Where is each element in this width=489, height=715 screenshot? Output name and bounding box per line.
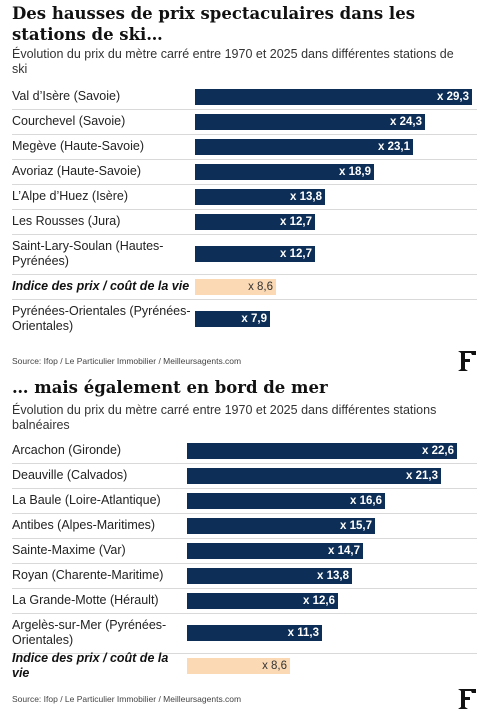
data-label: x 13,8	[290, 191, 322, 203]
row-divider	[12, 563, 477, 564]
bar-row: Indice des prix / coût de la vie x 8,6	[0, 274, 489, 299]
source-note: Source: Ifop / Le Particulier Immobilier…	[12, 356, 242, 366]
data-label: x 8,6	[262, 660, 287, 672]
bar-row: Argelès-sur-Mer (Pyrénées-Orientales) x 1…	[0, 613, 489, 653]
data-label: x 12,7	[280, 216, 312, 228]
value-bar: x 12,7	[195, 214, 315, 230]
category-label: Courchevel (Savoie)	[12, 114, 126, 128]
chart-title: Des hausses de prix spectaculaires dans …	[12, 4, 415, 44]
bar-row: Saint-Lary-Soulan (Hautes-Pyrénées) x 12,…	[0, 234, 489, 274]
category-label: Indice des prix / coût de la vie	[12, 650, 169, 680]
bar-chart-ski: Val d’Isère (Savoie) x 29,3 Courchevel (Sa…	[0, 84, 489, 339]
data-label: x 11,3	[287, 627, 319, 639]
row-divider	[12, 513, 477, 514]
category-label: L’Alpe d’Huez (Isère)	[12, 189, 129, 203]
data-label: x 7,9	[241, 313, 267, 325]
value-bar: x 24,3	[195, 114, 425, 130]
data-label: x 23,1	[378, 141, 410, 153]
category-label: Saint-Lary-Soulan (Hautes-Pyrénées)	[12, 239, 164, 268]
row-divider	[12, 588, 477, 589]
value-bar: x 23,1	[195, 139, 413, 155]
reference-bar: x 8,6	[187, 658, 290, 674]
bar-row: Avoriaz (Haute-Savoie) x 18,9	[0, 159, 489, 184]
bar-row: Les Rousses (Jura) x 12,7	[0, 209, 489, 234]
data-label: x 13,8	[317, 570, 349, 582]
le-figaro-logo-icon	[458, 689, 476, 709]
reference-bar: x 8,6	[195, 279, 276, 295]
bar-row: L’Alpe d’Huez (Isère) x 13,8	[0, 184, 489, 209]
value-bar: x 7,9	[195, 311, 270, 327]
category-label: Pyrénées-Orientales (Pyrénées-Orientales…	[12, 304, 191, 333]
row-divider	[12, 538, 477, 539]
bar-row: Pyrénées-Orientales (Pyrénées-Orientales…	[0, 299, 489, 339]
bar-row: Sainte-Maxime (Var) x 14,7	[0, 538, 489, 563]
chart-subtitle: Évolution du prix du mètre carré entre 1…	[12, 403, 437, 432]
value-bar: x 12,7	[195, 246, 315, 262]
category-label: La Grande-Motte (Hérault)	[12, 593, 159, 607]
bar-row: Indice des prix / coût de la vie x 8,6	[0, 650, 489, 680]
category-label: Deauville (Calvados)	[12, 468, 128, 482]
row-divider	[12, 134, 477, 135]
data-label: x 22,6	[422, 445, 454, 457]
bar-chart-seaside: Arcachon (Gironde) x 22,6 Deauville (Calva…	[0, 438, 489, 680]
bar-row: La Baule (Loire-Atlantique) x 16,6	[0, 488, 489, 513]
row-divider	[12, 653, 477, 654]
category-label: Val d’Isère (Savoie)	[12, 89, 121, 103]
value-bar: x 14,7	[187, 543, 363, 559]
value-bar: x 16,6	[187, 493, 385, 509]
bar-row: Arcachon (Gironde) x 22,6	[0, 438, 489, 463]
row-divider	[12, 209, 477, 210]
data-label: x 12,7	[280, 248, 312, 260]
bar-row: Val d’Isère (Savoie) x 29,3	[0, 84, 489, 109]
bar-row: Megève (Haute-Savoie) x 23,1	[0, 134, 489, 159]
category-label: Argelès-sur-Mer (Pyrénées-Orientales)	[12, 618, 167, 647]
value-bar: x 21,3	[187, 468, 441, 484]
value-bar: x 13,8	[195, 189, 325, 205]
chart-subtitle: Évolution du prix du mètre carré entre 1…	[12, 47, 454, 76]
value-bar: x 22,6	[187, 443, 457, 459]
row-divider	[12, 488, 477, 489]
value-bar: x 13,8	[187, 568, 352, 584]
data-label: x 12,6	[303, 595, 335, 607]
bar-row: Courchevel (Savoie) x 24,3	[0, 109, 489, 134]
data-label: x 14,7	[328, 545, 360, 557]
data-label: x 16,6	[350, 495, 382, 507]
row-divider	[12, 159, 477, 160]
data-label: x 21,3	[406, 470, 438, 482]
value-bar: x 15,7	[187, 518, 375, 534]
value-bar: x 18,9	[195, 164, 374, 180]
category-label: Royan (Charente-Maritime)	[12, 568, 164, 582]
category-label: Arcachon (Gironde)	[12, 443, 122, 457]
category-label: La Baule (Loire-Atlantique)	[12, 493, 161, 507]
data-label: x 15,7	[340, 520, 372, 532]
source-note: Source: Ifop / Le Particulier Immobilier…	[12, 694, 242, 704]
row-divider	[12, 109, 477, 110]
category-label: Sainte-Maxime (Var)	[12, 543, 126, 557]
category-label: Indice des prix / coût de la vie	[12, 279, 190, 293]
category-label: Avoriaz (Haute-Savoie)	[12, 164, 141, 178]
category-label: Les Rousses (Jura)	[12, 214, 121, 228]
bar-row: La Grande-Motte (Hérault) x 12,6	[0, 588, 489, 613]
category-label: Antibes (Alpes-Maritimes)	[12, 518, 156, 532]
row-divider	[12, 234, 477, 235]
bar-row: Antibes (Alpes-Maritimes) x 15,7	[0, 513, 489, 538]
row-divider	[12, 299, 477, 300]
data-label: x 29,3	[437, 91, 469, 103]
data-label: x 24,3	[390, 116, 422, 128]
row-divider	[12, 613, 477, 614]
value-bar: x 12,6	[187, 593, 338, 609]
value-bar: x 11,3	[187, 625, 322, 641]
row-divider	[12, 463, 477, 464]
chart-title: … mais également en bord de mer	[12, 378, 328, 397]
data-label: x 18,9	[339, 166, 371, 178]
category-label: Megève (Haute-Savoie)	[12, 139, 145, 153]
bar-row: Royan (Charente-Maritime) x 13,8	[0, 563, 489, 588]
row-divider	[12, 274, 477, 275]
value-bar: x 29,3	[195, 89, 472, 105]
data-label: x 8,6	[248, 281, 273, 293]
row-divider	[12, 184, 477, 185]
le-figaro-logo-icon	[458, 351, 476, 371]
bar-row: Deauville (Calvados) x 21,3	[0, 463, 489, 488]
